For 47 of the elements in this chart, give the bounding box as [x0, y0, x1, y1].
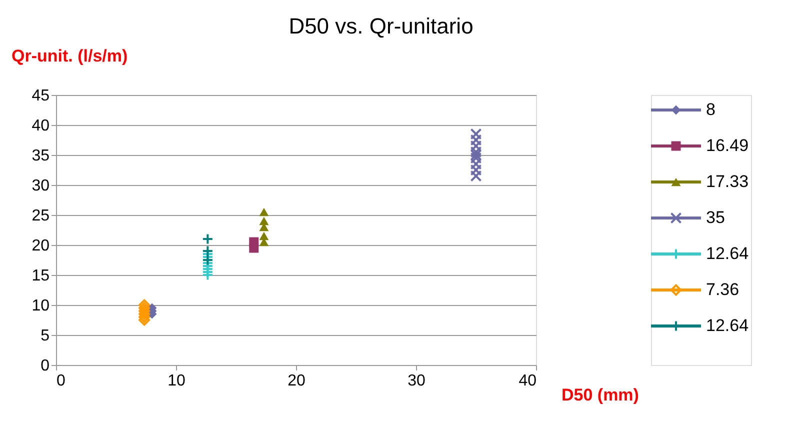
point	[249, 237, 259, 247]
point	[138, 299, 150, 311]
y-tick-label: 5	[40, 328, 50, 344]
y-axis-title: Qr-unit. (l/s/m)	[12, 46, 128, 66]
point	[138, 308, 150, 320]
legend-label: 35	[706, 208, 725, 227]
x-tick-label: 0	[56, 372, 66, 390]
point	[470, 134, 482, 146]
point	[470, 128, 482, 140]
point	[259, 216, 269, 226]
point	[138, 302, 150, 314]
point	[259, 232, 269, 240]
legend-label: 8	[706, 100, 716, 119]
point	[138, 311, 150, 323]
point	[470, 164, 482, 176]
point	[202, 254, 214, 266]
y-tick-label: 0	[40, 358, 50, 374]
point	[470, 140, 482, 152]
legend-label: 16.49	[706, 136, 749, 155]
chart-title: D50 vs. Qr-unitario	[288, 14, 474, 38]
point	[138, 305, 150, 317]
point	[470, 149, 482, 161]
x-tick-label: 10	[168, 372, 186, 390]
point	[470, 170, 482, 182]
y-tick-label: 45	[32, 88, 50, 104]
y-tick-label: 40	[32, 118, 50, 134]
x-axis-title: D50 (mm)	[562, 386, 639, 404]
point	[202, 245, 214, 257]
x-tick-label: 40	[518, 372, 537, 390]
legend-label: 7.36	[706, 280, 740, 299]
y-tick-label: 20	[32, 238, 50, 254]
y-tick-label: 35	[32, 148, 50, 164]
point	[470, 152, 482, 164]
point	[470, 146, 482, 158]
point	[470, 158, 482, 170]
y-tick-label: 10	[32, 298, 50, 314]
legend-label: 12.64	[706, 244, 749, 263]
point	[259, 208, 269, 216]
point	[138, 314, 150, 326]
legend-label: 17.33	[706, 172, 749, 191]
y-tick-label: 15	[32, 268, 50, 284]
x-tick-label: 30	[408, 372, 426, 390]
legend-label: 12.64	[706, 316, 749, 335]
y-tick-label: 25	[32, 208, 50, 224]
x-tick-label: 20	[288, 372, 306, 390]
y-tick-label: 30	[32, 178, 50, 194]
point	[202, 233, 214, 245]
